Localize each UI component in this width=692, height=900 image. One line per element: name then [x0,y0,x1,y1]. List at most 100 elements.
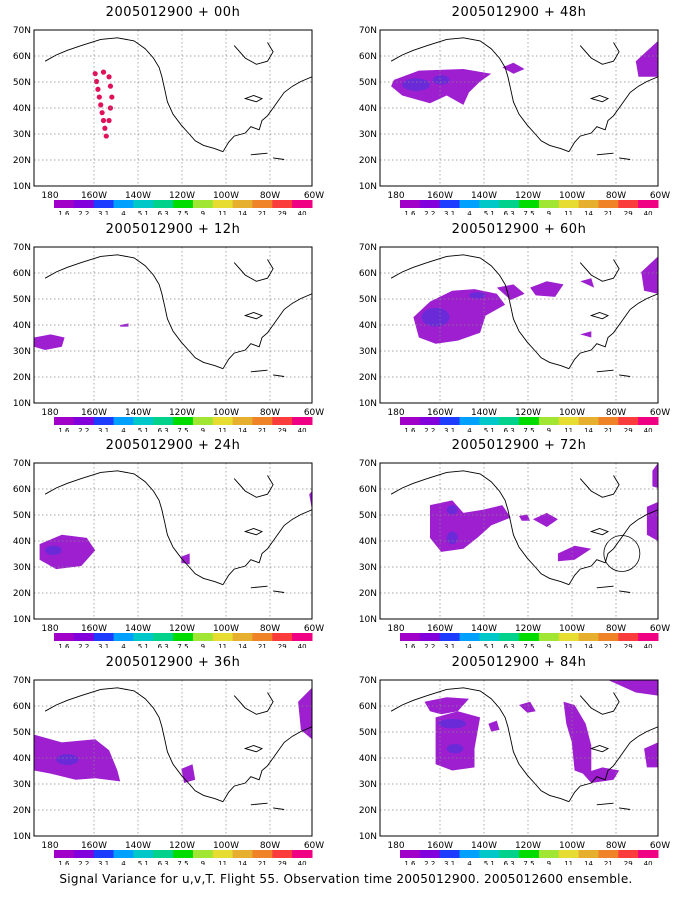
colorbar-swatch [558,200,580,208]
colorbar-swatch [133,850,154,858]
coastline [250,585,285,593]
colorbar-label: 29 [278,427,287,432]
panel-title: 2005012900 + 36h [105,655,241,670]
lat-tick-label: 40N [359,754,377,764]
map-panel: 2005012900 + 72h 70N 60N 50N 40N 30N 20N 10N 180… [354,438,684,648]
signal-area [519,514,531,521]
signal-core [468,292,486,299]
colorbar-label: 4 [467,860,472,865]
colorbar-label: 9 [547,427,551,432]
colorbar-swatch [212,417,234,425]
colorbar-swatch [54,850,75,858]
lon-tick-label: 60W [650,624,670,634]
colorbar-swatch [153,200,174,208]
coastline [568,509,658,585]
lon-tick-label: 180 [41,408,58,418]
map-frame [379,246,659,404]
colorbar-swatch [252,417,273,425]
lon-tick-label: 80W [606,191,626,201]
colorbar-label: 3.1 [444,860,455,865]
flight-track-point [92,71,98,77]
signal-core [421,307,450,327]
lat-tick-label: 60N [13,52,31,62]
colorbar-label: 4 [467,643,472,648]
colorbar-swatch [598,200,619,208]
lon-tick-label: 140W [471,191,497,201]
map-canvas: 70N 60N 50N 40N 30N 20N 10N 180 160W 140W 120W 100W… [359,676,670,865]
signal-area [652,463,658,488]
coastline [222,726,312,802]
coastline [44,470,224,586]
map-canvas: 70N 60N 50N 40N 30N 20N 10N 180 160W 140W 120W 100W… [359,243,670,432]
coastline [568,726,658,802]
colorbar-swatch [232,200,253,208]
flight-track-point [100,69,107,75]
colorbar-swatch [419,417,441,425]
colorbar-label: 1.6 [58,643,70,648]
colorbar-label: 29 [278,643,287,648]
colorbar-swatch [538,417,560,425]
colorbar-swatch [598,633,619,641]
colorbar-swatch [192,633,214,641]
lat-tick-label: 50N [13,78,31,88]
panel-title: 2005012900 + 84h [451,655,587,670]
colorbar-label: 29 [278,210,287,215]
lon-tick-label: 160W [427,408,453,418]
colorbar-swatch [459,850,480,858]
colorbar-label: 11 [218,860,227,865]
colorbar-swatch [133,633,154,641]
colorbar-label: 3.1 [98,427,109,432]
colorbar-label: 29 [624,860,633,865]
colorbar-label: 40 [644,860,653,865]
colorbar-label: 40 [298,427,307,432]
colorbar-label: 4 [121,860,126,865]
colorbar-swatch [499,200,520,208]
colorbar-swatch [499,417,520,425]
colorbar-label: 4 [121,643,126,648]
lat-tick-label: 70N [359,243,377,253]
flight-track-point [100,117,107,124]
colorbar-label: 1.6 [404,860,416,865]
colorbar-swatch [598,417,619,425]
signal-core [446,743,464,754]
lon-tick-label: 80W [260,408,280,418]
signal-area [181,553,190,565]
coastline [222,509,312,585]
colorbar-label: 1.6 [58,210,70,215]
lon-tick-label: 120W [515,624,541,634]
coastline [243,528,264,536]
lat-tick-label: 20N [13,156,31,166]
colorbar-swatch [479,417,500,425]
coastline [233,259,274,282]
signal-area [563,701,592,777]
colorbar-swatch [638,633,659,641]
lon-tick-label: 140W [125,191,151,201]
colorbar-swatch [400,200,421,208]
lon-tick-label: 60W [650,841,670,851]
map-panel: 2005012900 + 12h 70N 60N 50N 40N 30N 20N 10N 180… [8,222,338,432]
colorbar-label: 4 [467,427,472,432]
signal-area [502,62,525,74]
coastline [579,692,620,715]
lon-tick-label: 120W [169,841,195,851]
lat-tick-label: 40N [13,321,31,331]
colorbar-swatch [292,633,313,641]
lat-tick-label: 20N [13,806,31,816]
coastline [243,95,264,103]
lon-tick-label: 120W [169,624,195,634]
lat-tick-label: 20N [13,589,31,599]
colorbar-label: 11 [218,210,227,215]
coastline [250,802,285,810]
coastline [390,470,570,586]
lat-tick-label: 40N [13,537,31,547]
lon-tick-label: 80W [606,841,626,851]
colorbar-swatch [292,200,313,208]
lat-tick-label: 40N [359,537,377,547]
colorbar-label: 5.1 [484,860,495,865]
colorbar-swatch [252,633,273,641]
map-panel: 2005012900 + 48h 70N 60N 50N 40N 30N 20N 10N 180… [354,5,684,215]
lat-tick-label: 60N [359,52,377,62]
colorbar-swatch [578,200,599,208]
colorbar-swatch [538,850,560,858]
lat-tick-label: 30N [359,563,377,573]
